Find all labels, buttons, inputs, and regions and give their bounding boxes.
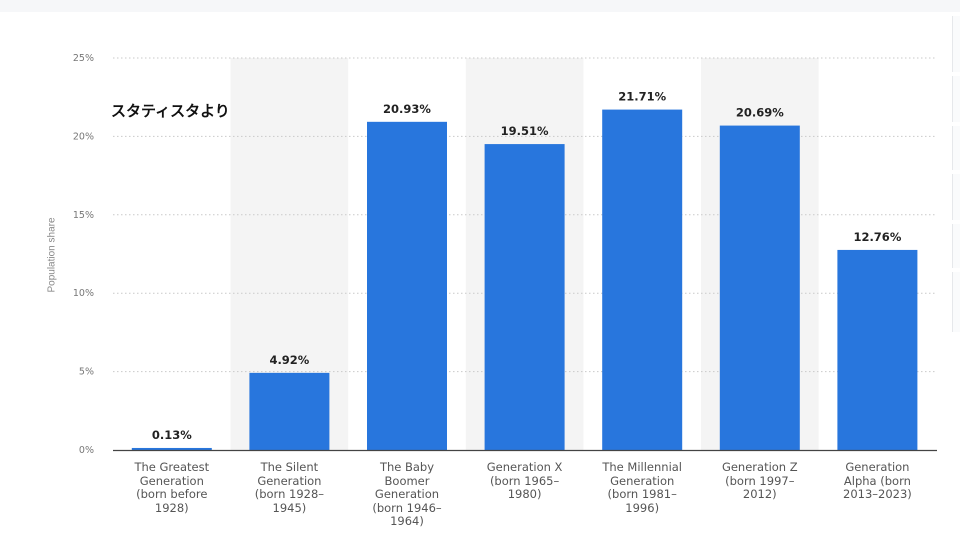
x-tick-label: Generation Z (born 1997– 2012) [721, 460, 798, 502]
data-label: 0.13% [152, 428, 192, 442]
x-tick-label: The Baby Boomer Generation (born 1946– 1… [372, 460, 442, 529]
side-panel-card [952, 174, 960, 220]
y-tick-label: 10% [73, 288, 94, 299]
bar [249, 372, 330, 450]
x-tick-label: The Greatest Generation (born before 192… [134, 460, 210, 515]
watermark-text: スタティスタより [111, 102, 230, 120]
y-tick-label: 15% [73, 210, 94, 221]
data-label: 12.76% [853, 230, 901, 244]
data-label: 21.71% [618, 90, 666, 104]
y-tick-label: 25% [73, 53, 94, 64]
bar [131, 447, 212, 450]
data-label: 20.69% [736, 106, 784, 120]
y-tick-label: 20% [73, 131, 94, 142]
bar [367, 121, 447, 450]
bar [484, 144, 565, 451]
x-tick-label: Generation Alpha (born 2013–2023) [843, 460, 912, 502]
bar [602, 109, 683, 451]
x-tick-label: Generation X (born 1965– 1980) [486, 460, 563, 502]
y-tick-label: 5% [79, 367, 94, 378]
side-panel-card [952, 272, 960, 332]
data-label: 20.93% [383, 102, 431, 116]
side-panel-card [952, 224, 960, 268]
bar [837, 249, 918, 450]
data-label: 19.51% [501, 124, 549, 138]
x-tick-label: The Silent Generation (born 1928– 1945) [254, 460, 325, 515]
data-label: 4.92% [269, 353, 309, 367]
bar [719, 125, 800, 450]
x-tick-label: The Millennial Generation (born 1981– 19… [602, 460, 683, 515]
top-strip [0, 0, 960, 12]
side-panel-card [952, 16, 960, 72]
y-tick-label: 0% [79, 445, 94, 456]
side-panel-card [952, 76, 960, 122]
y-axis-label: Population share [46, 217, 58, 293]
side-panel-card [952, 126, 960, 170]
